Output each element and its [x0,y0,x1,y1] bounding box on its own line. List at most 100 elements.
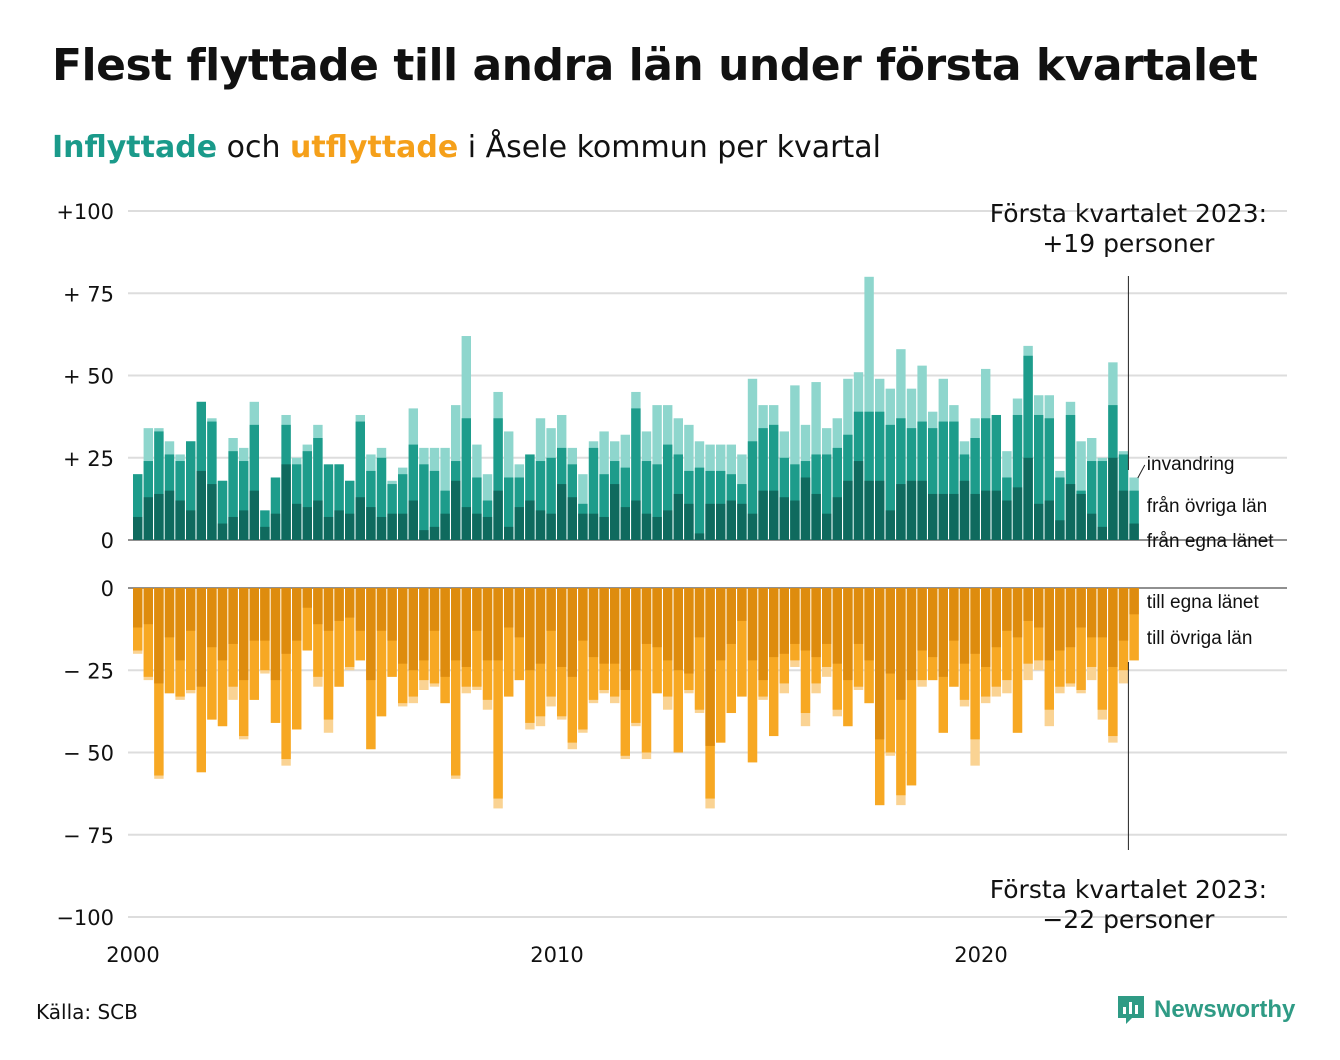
bar-in-own-county [1076,493,1086,540]
bar-out-own-county [461,588,471,667]
bar-out-other-counties [970,588,980,740]
bar-out-own-county [482,588,493,661]
x-tick-label: 2020 [954,943,1007,967]
bar-in-other-counties [928,428,938,540]
x-tick-label: 2010 [530,943,583,967]
bar-out-own-county [1023,588,1033,621]
bar-in-other-counties [387,484,397,540]
bar-out-own-county [641,588,652,644]
bar-out-own-county [896,588,906,700]
bar-out-own-county [260,588,270,641]
bar-in-own-county [652,516,662,540]
page-title: Flest flyttade till andra län under förs… [52,40,1258,91]
bar-in-own-county [1087,513,1097,540]
bar-in-own-county [281,464,291,540]
bar-out-own-county [832,588,842,664]
annotation-top-line2: +19 personer [1042,229,1215,258]
bar-in-other-counties [398,474,408,540]
bar-in-other-counties [981,418,991,540]
bar-in-own-county [800,477,811,540]
bar-in-own-county [1097,526,1107,540]
bar-in-other-counties [270,477,281,540]
bar-in-own-county [747,513,758,540]
bar-out-own-county [196,588,206,687]
bar-out-own-county [207,588,217,648]
bar-in-other-counties [1129,490,1139,540]
bar-in-own-county [641,513,652,540]
y-tick-label: − 25 [63,659,114,683]
bar-out-own-county [292,588,302,641]
bar-in-other-counties [663,444,673,540]
bar-out-other-counties [376,588,387,717]
bar-in-own-county [949,493,959,540]
bar-out-own-county [514,588,524,638]
bar-in-own-county [790,500,800,540]
bar-out-other-counties [1023,588,1033,664]
bar-out-own-county [747,588,758,661]
bar-out-own-county [737,588,747,621]
newsworthy-logo-text: Newsworthy [1154,996,1296,1023]
newsworthy-logo-icon [1118,996,1144,1024]
bar-out-own-county [663,588,673,661]
bar-in-own-county [779,497,789,540]
bar-out-other-counties [186,588,196,690]
bar-in-own-county [398,513,408,540]
bar-in-other-counties [652,464,662,540]
bar-in-other-counties [875,411,885,540]
bar-in-own-county [535,510,546,540]
bar-out-other-counties [207,588,217,720]
bar-out-own-county [599,588,609,664]
bar-in-other-counties [535,461,546,540]
bar-in-own-county [1044,500,1054,540]
bar-in-own-county [525,500,535,540]
bar-out-other-counties [493,588,503,799]
bar-out-own-county [557,588,567,667]
bar-out-other-counties [694,588,705,710]
bar-out-own-county [143,588,153,625]
bar-in-own-county [811,493,821,540]
bar-in-own-county [726,500,736,540]
bar-in-other-counties [228,451,238,540]
bar-in-other-counties [938,421,948,540]
bar-in-own-county [461,507,471,540]
annotation-bottom-line1: Första kvartalet 2023: [990,875,1267,904]
annotation-top-line1: Första kvartalet 2023: [990,199,1267,228]
bar-in-own-county [938,493,948,540]
bar-in-own-county [991,490,1001,540]
bar-out-own-county [949,588,959,641]
bar-in-own-county [875,480,885,540]
bar-out-own-county [281,588,291,654]
bar-in-own-county [737,503,747,540]
bar-in-other-counties [493,418,503,540]
x-tick-label: 2000 [106,943,159,967]
bar-out-own-county [790,588,800,644]
bar-in-other-counties [949,421,959,540]
bar-in-other-counties [694,467,705,540]
bar-out-other-counties [451,588,461,776]
bar-in-other-counties [832,447,842,540]
series-label-out: till egna länet [1147,592,1260,613]
bar-in-immigration [864,276,874,540]
bar-out-own-county [1034,588,1044,628]
bar-out-other-counties [1012,588,1023,733]
newsworthy-logo: Newsworthy [1116,994,1295,1026]
bar-in-own-county [376,516,387,540]
bar-in-own-county [620,507,630,540]
bar-in-own-county [313,500,323,540]
bar-in-own-county [769,490,779,540]
bar-out-own-county [398,588,408,664]
bar-out-own-county [302,588,312,608]
bar-in-other-counties [1087,461,1097,540]
bar-out-own-county [504,588,514,628]
bar-out-other-counties [1002,588,1012,681]
bar-out-own-county [610,588,620,664]
annotation-bottom-line2: −22 personer [1042,905,1215,934]
subtitle-rest: i Åsele kommun per kvartal [458,130,881,165]
bar-in-own-county [1034,503,1044,540]
bar-out-own-county [578,588,588,641]
bar-in-other-counties [217,480,228,540]
bar-in-own-county [323,516,334,540]
bar-in-own-county [970,493,980,540]
bar-in-own-county [684,503,694,540]
bar-in-own-county [419,530,429,540]
